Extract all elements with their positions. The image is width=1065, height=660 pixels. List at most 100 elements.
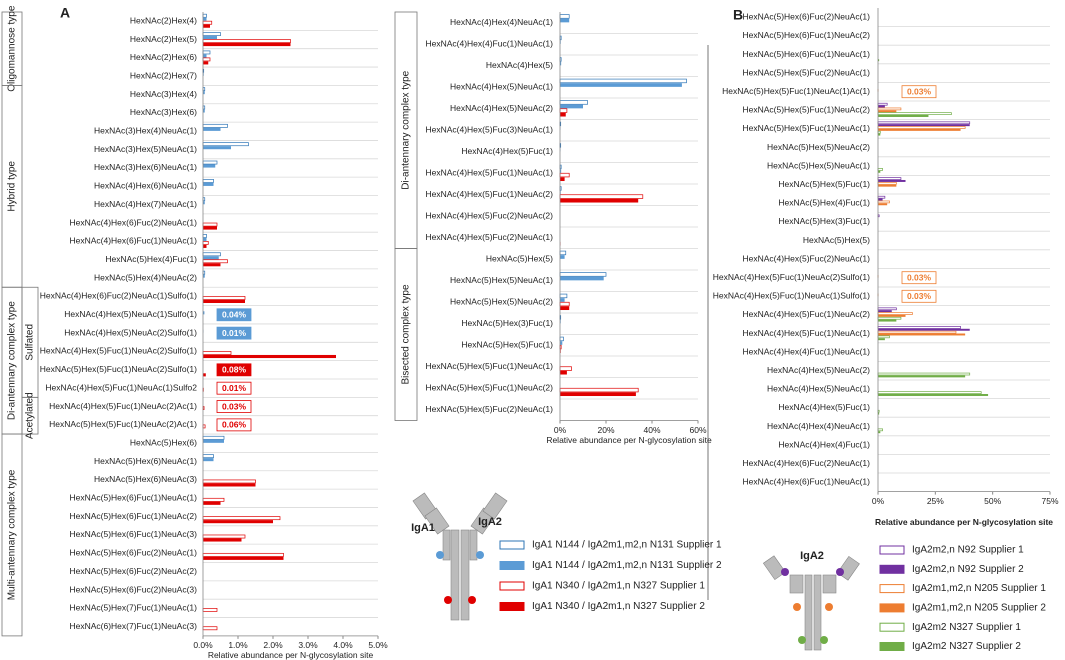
bar [202,534,246,539]
bar [203,36,217,40]
bar [202,497,225,502]
bar [877,168,883,171]
bar [202,516,281,521]
category-label: HexNAc(5)Hex(6)Fuc(2)NeuAc(1) [69,548,197,558]
bar [202,160,218,165]
bar [203,538,242,542]
bar [878,110,897,113]
legend-label: IgA2m2,n N92 Supplier 1 [912,545,1024,556]
bar [203,237,207,241]
legend-label: IgA2m1,m2,n N205 Supplier 1 [912,583,1046,594]
group-label: Oligomannose type [7,5,18,92]
bar [203,43,291,47]
legend-swatch [879,642,905,651]
diagram-iga1-iga2 [412,492,508,621]
category-label: HexNAc(4)Hex(5)Fuc(1)NeuAc(1) [425,168,553,178]
bar [202,479,256,484]
bar [203,501,221,505]
value-label: 0.06% [222,420,247,430]
bar [203,109,205,113]
bar [203,182,214,186]
bar [878,394,989,396]
bar [878,319,897,322]
category-label: HexNAc(2)Hex(6) [130,52,197,62]
bar [560,341,563,345]
category-label: HexNAc(5)Hex(5)Fuc(1)NeuAc(1)Ac(1) [722,86,870,96]
bar [878,314,906,317]
bar [203,17,207,21]
value-label: 0.03% [907,86,932,96]
bar [878,328,970,331]
bar [559,172,570,178]
bar [877,102,888,106]
value-label: 0.03% [222,401,247,411]
category-label: HexNAc(4)Hex(5)Fuc(1)NeuAc(2)Ac(1) [49,401,197,411]
category-label: HexNAc(3)Hex(6)NeuAc(1) [94,162,197,172]
group-label: Hybrid type [7,161,18,212]
bar [202,552,284,557]
bar [202,39,291,43]
bar [203,91,205,95]
bar [877,126,966,129]
bar [560,61,562,66]
bar [878,333,966,336]
bar [878,338,885,341]
value-label: 0.08% [222,365,247,375]
bar [877,428,883,432]
category-label: HexNAc(5)Hex(5) [486,254,553,264]
category-label: HexNAc(5)Hex(6)Fuc(2)NeuAc(3) [69,584,197,594]
category-label: HexNAc(5)Hex(6) [130,437,197,447]
x-tick-label: 25% [927,496,944,506]
category-label: HexNAc(4)Hex(5)NeuAc(1) [767,384,870,394]
category-label: HexNAc(4)Hex(6)Fuc(1)NeuAc(1) [742,477,870,487]
bar [877,121,971,125]
category-label: HexNAc(4)Hex(4)Fuc(1)NeuAc(1) [425,39,553,49]
category-label: HexNAc(3)Hex(5)NeuAc(1) [94,144,197,154]
category-label: HexNAc(4)Hex(6)Fuc(2)NeuAc(1) [742,458,870,468]
category-label: HexNAc(4)Hex(5)NeuAc(2)Sulfo(1) [64,327,197,337]
category-label: HexNAc(4)Hex(5)Fuc(1)NeuAc(2)Sulfo(1) [713,272,870,282]
category-label: HexNAc(4)Hex(5)Fuc(1)NeuAc(1)Sulfo2 [45,382,197,392]
legend-label: IgA2m1,m2,n N205 Supplier 2 [912,603,1046,614]
bar [878,412,880,415]
bar [559,108,568,113]
x-axis-label: Relative abundance per N-glycosylation s… [546,435,712,445]
category-label: HexNAc(5)Hex(5)NeuAc(2) [767,142,870,152]
bar [203,439,224,443]
x-tick-label: 60% [689,425,706,435]
value-label: 0.03% [907,291,932,301]
bar [203,61,209,65]
bar [203,274,205,278]
diagram-label: IgA1 [411,522,435,534]
category-label: HexNAc(5)Hex(5)Fuc(1)NeuAc(2) [742,105,870,115]
x-tick-label: 4.0% [333,640,353,650]
bar [203,354,336,359]
category-label: HexNAc(5)Hex(4)Fuc(1) [778,198,870,208]
bar [203,556,284,560]
x-axis-label: Relative abundance per N-glycosylation s… [875,517,1053,527]
bar [560,255,565,259]
x-tick-label: 2.0% [263,640,283,650]
value-label: 0.01% [222,383,247,393]
bar [878,59,880,62]
group-label: Di-antennary complex type [7,301,18,420]
bar [559,336,564,342]
value-label: 0.04% [222,310,247,320]
category-label: HexNAc(4)Hex(5)Fuc(2)NeuAc(1) [742,253,870,263]
category-label: HexNAc(2)Hex(7) [130,70,197,80]
category-label: HexNAc(5)Hex(5)Fuc(1)NeuAc(1) [742,123,870,133]
bar [559,387,639,393]
category-label: HexNAc(5)Hex(5)Fuc(1)NeuAc(2)Ac(1) [49,419,197,429]
x-tick-label: 0% [554,425,567,435]
value-label: 0.01% [222,328,247,338]
bar [560,83,682,87]
bar [202,241,209,245]
diagram-label: IgA2 [478,516,502,528]
category-label: HexNAc(5)Hex(5) [803,235,870,245]
category-label: HexNAc(3)Hex(6) [130,107,197,117]
bar [202,608,218,612]
group-box [21,396,39,435]
bar [878,170,881,173]
category-label: HexNAc(4)Hex(5)Fuc(1)NeuAc(1) [742,328,870,338]
